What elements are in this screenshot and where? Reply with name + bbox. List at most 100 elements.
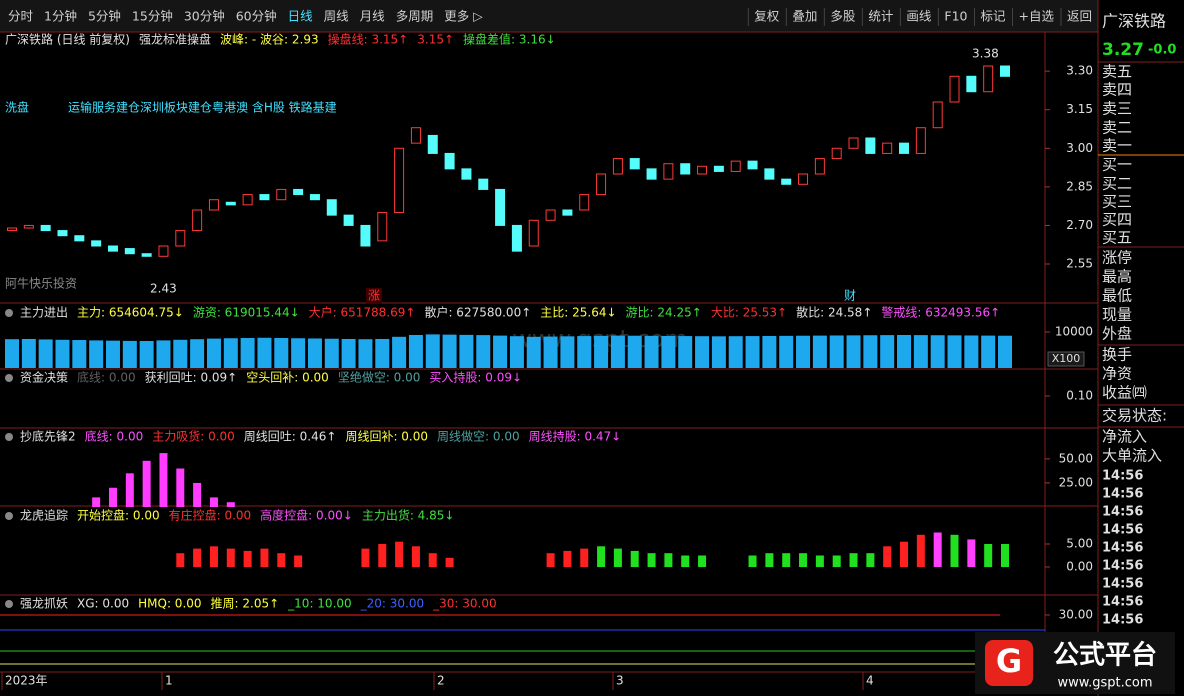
indicator-bar bbox=[613, 548, 622, 567]
logo-icon bbox=[985, 640, 1033, 686]
toolbar-button[interactable]: 标记 bbox=[980, 9, 1006, 24]
header-segment: 主力: 654604.75↓ bbox=[77, 306, 184, 320]
header-segment: 警戒线: 632493.56↑ bbox=[881, 305, 1000, 320]
annotation: 洗盘 bbox=[5, 100, 29, 115]
indicator-bar bbox=[964, 335, 979, 368]
indicator-bar bbox=[883, 546, 892, 567]
indicator-bar bbox=[916, 534, 925, 567]
header-segment: 坚绝做空: 0.00 bbox=[338, 370, 421, 385]
indicator-bar bbox=[913, 335, 928, 368]
indicator-bar bbox=[257, 337, 272, 368]
indicator-bar bbox=[358, 339, 373, 368]
sidebar-item: 最低 bbox=[1102, 287, 1132, 305]
header-segment: _30: 30.00 bbox=[432, 597, 496, 611]
indicator-bar bbox=[21, 338, 36, 368]
indicator-bar bbox=[829, 335, 844, 368]
indicator-bar bbox=[678, 336, 693, 368]
toolbar-tab[interactable]: 分时 bbox=[8, 9, 34, 24]
date-label: 3 bbox=[616, 674, 624, 688]
candle bbox=[697, 165, 708, 175]
y-tick-label: 25.00 bbox=[1059, 475, 1093, 489]
candle bbox=[730, 160, 741, 172]
candle bbox=[495, 188, 506, 226]
toolbar-button[interactable]: 叠加 bbox=[792, 9, 817, 24]
toolbar-button[interactable]: 返回 bbox=[1067, 9, 1092, 24]
indicator-bar bbox=[72, 340, 87, 368]
indicator-bar bbox=[324, 338, 339, 368]
toolbar-tab[interactable]: 30分钟 bbox=[184, 9, 225, 24]
indicator-bar bbox=[866, 553, 875, 567]
header-segment: 操盘线: 3.15↑ bbox=[328, 32, 409, 47]
toolbar bbox=[0, 0, 1098, 32]
indicator-bar bbox=[644, 335, 659, 368]
toolbar-tab[interactable]: 多周期 bbox=[396, 9, 434, 24]
indicator-bar bbox=[142, 460, 151, 507]
toolbar-button[interactable]: 多股 bbox=[830, 9, 856, 24]
indicator-bar bbox=[5, 339, 19, 368]
indicator-bar bbox=[543, 336, 558, 368]
header-segment: 有庄控盘: 0.00 bbox=[169, 508, 252, 523]
header-segment: _10: 10.00 bbox=[287, 597, 351, 611]
y-tick-label: 10000 bbox=[1055, 325, 1093, 339]
indicator-bar bbox=[880, 335, 895, 368]
toolbar-tab[interactable]: 月线 bbox=[360, 9, 386, 24]
sidebar-item: 卖一 bbox=[1102, 137, 1132, 155]
toolbar-button[interactable]: 统计 bbox=[868, 9, 893, 24]
header-segment: 主力进出 bbox=[20, 306, 68, 320]
annotation: 3.38 bbox=[972, 47, 999, 61]
toolbar-button[interactable]: 复权 bbox=[754, 9, 780, 24]
indicator-bar bbox=[664, 553, 673, 567]
toolbar-tab[interactable]: 15分钟 bbox=[132, 9, 173, 24]
candle bbox=[7, 227, 17, 232]
toolbar-button[interactable]: +自选 bbox=[1019, 9, 1055, 24]
annotation: 涨 bbox=[368, 288, 380, 303]
indicator-bar bbox=[274, 338, 289, 368]
indicator-bar bbox=[695, 336, 710, 368]
indicator-bar bbox=[240, 338, 255, 368]
candle bbox=[141, 253, 152, 257]
candle bbox=[242, 194, 253, 206]
indicator-bar bbox=[493, 335, 508, 368]
trade-time: 14:56 bbox=[1102, 523, 1143, 538]
indicator-bar bbox=[711, 336, 726, 368]
indicator-bar bbox=[428, 553, 437, 567]
y-tick-label: 0.00 bbox=[1066, 560, 1093, 574]
sidebar-item: 大单流入 bbox=[1102, 447, 1162, 465]
sidebar-item: 买三 bbox=[1102, 193, 1132, 211]
candle bbox=[612, 158, 623, 175]
indicator-bar bbox=[762, 335, 777, 368]
indicator-bar bbox=[526, 336, 541, 368]
indicator-bar bbox=[442, 334, 457, 368]
sidebar-item: 买五 bbox=[1102, 229, 1132, 247]
indicator-bar bbox=[933, 532, 942, 567]
toolbar-tab[interactable]: 周线 bbox=[324, 9, 350, 24]
toolbar-tab[interactable]: 1分钟 bbox=[44, 9, 77, 24]
candle bbox=[831, 147, 842, 160]
candle bbox=[545, 209, 556, 221]
y-tick-label: 30.00 bbox=[1059, 607, 1093, 621]
header-segment: 资金决策 bbox=[20, 370, 68, 385]
toolbar-button[interactable]: 画线 bbox=[906, 9, 932, 24]
indicator-bar bbox=[156, 340, 171, 368]
header-segment: 空头回补: 0.00 bbox=[246, 371, 329, 385]
indicator-bar bbox=[610, 335, 625, 368]
toolbar-tab[interactable]: 更多 ▷ bbox=[444, 9, 483, 24]
toolbar-button[interactable]: F10 bbox=[944, 9, 967, 24]
indicator-bar bbox=[832, 555, 841, 567]
toolbar-tab[interactable]: 日线 bbox=[288, 9, 314, 24]
indicator-bar bbox=[698, 555, 707, 567]
panel-icon bbox=[5, 600, 13, 608]
candle bbox=[814, 158, 825, 175]
indicator-bar bbox=[89, 340, 104, 368]
indicator-bar bbox=[1001, 544, 1009, 567]
candle bbox=[899, 142, 910, 154]
trade-time: 14:56 bbox=[1102, 469, 1143, 484]
indicator-bar bbox=[812, 335, 827, 368]
toolbar-tab[interactable]: 60分钟 bbox=[236, 9, 277, 24]
candle bbox=[511, 224, 522, 252]
indicator-bar bbox=[930, 335, 945, 368]
indicator-bar bbox=[176, 468, 185, 507]
trade-time: 14:56 bbox=[1102, 487, 1143, 502]
y-tick-label: 2.85 bbox=[1066, 179, 1093, 193]
toolbar-tab[interactable]: 5分钟 bbox=[88, 9, 121, 24]
